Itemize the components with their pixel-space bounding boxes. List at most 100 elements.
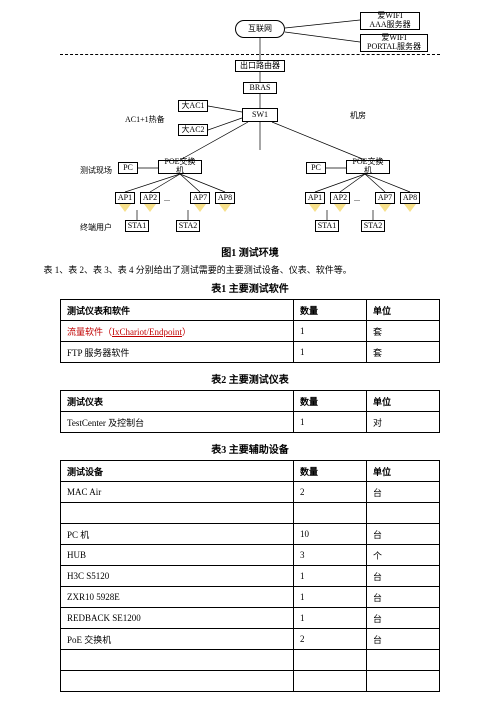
cell-name bbox=[61, 671, 294, 692]
node-bras: BRAS bbox=[243, 82, 277, 94]
node-ap8-r: AP8 bbox=[400, 192, 420, 204]
sw-name-prefix: 流量软件（ bbox=[67, 327, 112, 337]
table-row: PC 机10台 bbox=[61, 524, 440, 545]
ap-fan-icon bbox=[309, 204, 321, 212]
cell-name: REDBACK SE1200 bbox=[61, 608, 294, 629]
col-qty: 数量 bbox=[294, 461, 367, 482]
cell-unit: 套 bbox=[367, 321, 440, 342]
table-header-row: 测试设备 数量 单位 bbox=[61, 461, 440, 482]
node-sta2-r: STA2 bbox=[361, 220, 385, 232]
ap-fan-icon bbox=[404, 204, 416, 212]
node-ap8-l: AP8 bbox=[215, 192, 235, 204]
col-name: 测试设备 bbox=[61, 461, 294, 482]
cell-qty: 1 bbox=[294, 412, 367, 433]
label-ap-ell-r: ... bbox=[354, 194, 360, 203]
cell-qty bbox=[294, 671, 367, 692]
table-row: 流量软件（IxChariot/Endpoint） 1 套 bbox=[61, 321, 440, 342]
cell-qty bbox=[294, 503, 367, 524]
cell-qty: 1 bbox=[294, 321, 367, 342]
table-row bbox=[61, 503, 440, 524]
table3: 测试设备 数量 单位 MAC Air2台PC 机10台HUB3个H3C S512… bbox=[60, 460, 440, 692]
table1-title: 表1 主要测试软件 bbox=[30, 280, 470, 295]
col-unit: 单位 bbox=[367, 461, 440, 482]
cell-unit: 台 bbox=[367, 524, 440, 545]
node-ac2: 大AC2 bbox=[178, 124, 208, 136]
separator-dashed bbox=[60, 54, 440, 55]
label-ac-backup: AC1+1热备 bbox=[125, 114, 165, 125]
table3-title: 表3 主要辅助设备 bbox=[30, 441, 470, 456]
table-row: HUB3个 bbox=[61, 545, 440, 566]
table2-title: 表2 主要测试仪表 bbox=[30, 371, 470, 386]
table-row: MAC Air2台 bbox=[61, 482, 440, 503]
cell-qty: 10 bbox=[294, 524, 367, 545]
node-aaa-server: 爱WIFI AAA服务器 bbox=[360, 12, 420, 30]
table-header-row: 测试仪表和软件 数量 单位 bbox=[61, 300, 440, 321]
cell-qty: 1 bbox=[294, 566, 367, 587]
sw-name-suffix: ） bbox=[182, 327, 191, 337]
node-export-router: 出口路由器 bbox=[235, 60, 285, 72]
label-terminal-user: 终端用户 bbox=[80, 222, 112, 233]
node-ap7-l: AP7 bbox=[190, 192, 210, 204]
cell-qty: 3 bbox=[294, 545, 367, 566]
table1: 测试仪表和软件 数量 单位 流量软件（IxChariot/Endpoint） 1… bbox=[60, 299, 440, 363]
cell-unit bbox=[367, 671, 440, 692]
cell-unit: 对 bbox=[367, 412, 440, 433]
network-diagram: 互联网 爱WIFI AAA服务器 爱WIFI PORTAL服务器 出口路由器 B… bbox=[30, 10, 470, 240]
cell-name: PC 机 bbox=[61, 524, 294, 545]
col-qty: 数量 bbox=[294, 300, 367, 321]
cell-unit: 台 bbox=[367, 482, 440, 503]
node-sta2-l: STA2 bbox=[176, 220, 200, 232]
label-ap-ell-l: ... bbox=[164, 194, 170, 203]
ap-fan-icon bbox=[379, 204, 391, 212]
ap-fan-icon bbox=[334, 204, 346, 212]
cell-qty: 1 bbox=[294, 608, 367, 629]
cell-name: FTP 服务器软件 bbox=[61, 342, 294, 363]
table-row: FTP 服务器软件 1 套 bbox=[61, 342, 440, 363]
col-name: 测试仪表和软件 bbox=[61, 300, 294, 321]
figure-caption: 图1 测试环境 bbox=[30, 244, 470, 259]
node-ac1: 大AC1 bbox=[178, 100, 208, 112]
cell-name bbox=[61, 503, 294, 524]
cell-name: PoE 交换机 bbox=[61, 629, 294, 650]
node-ap1-l: AP1 bbox=[115, 192, 135, 204]
cell-unit: 套 bbox=[367, 342, 440, 363]
col-unit: 单位 bbox=[367, 300, 440, 321]
cell-name: H3C S5120 bbox=[61, 566, 294, 587]
node-pc-right: PC bbox=[306, 162, 326, 174]
cell-name: ZXR10 5928E bbox=[61, 587, 294, 608]
col-name: 测试仪表 bbox=[61, 391, 294, 412]
table-row: PoE 交换机2台 bbox=[61, 629, 440, 650]
node-sta1-l: STA1 bbox=[125, 220, 149, 232]
cell-unit: 台 bbox=[367, 566, 440, 587]
sw-name-link[interactable]: IxChariot/Endpoint bbox=[112, 327, 182, 337]
cell-unit: 台 bbox=[367, 587, 440, 608]
table-header-row: 测试仪表 数量 单位 bbox=[61, 391, 440, 412]
col-qty: 数量 bbox=[294, 391, 367, 412]
label-machine-room: 机房 bbox=[350, 110, 366, 121]
table-row: H3C S51201台 bbox=[61, 566, 440, 587]
col-unit: 单位 bbox=[367, 391, 440, 412]
node-ap2-l: AP2 bbox=[140, 192, 160, 204]
cell-unit: 台 bbox=[367, 629, 440, 650]
table-row bbox=[61, 650, 440, 671]
cell-name: MAC Air bbox=[61, 482, 294, 503]
cell-name: TestCenter 及控制台 bbox=[61, 412, 294, 433]
node-ap7-r: AP7 bbox=[375, 192, 395, 204]
node-pc-left: PC bbox=[118, 162, 138, 174]
table-row: REDBACK SE12001台 bbox=[61, 608, 440, 629]
cell-unit bbox=[367, 650, 440, 671]
cell-qty: 1 bbox=[294, 342, 367, 363]
node-sta1-r: STA1 bbox=[315, 220, 339, 232]
table-row: ZXR10 5928E1台 bbox=[61, 587, 440, 608]
node-poe-right: POE交换机 bbox=[346, 160, 390, 174]
node-sw1: SW1 bbox=[242, 108, 278, 122]
table-row: TestCenter 及控制台 1 对 bbox=[61, 412, 440, 433]
cell-qty: 2 bbox=[294, 629, 367, 650]
ap-fan-icon bbox=[119, 204, 131, 212]
node-internet: 互联网 bbox=[235, 20, 285, 38]
ap-fan-icon bbox=[194, 204, 206, 212]
cell-unit bbox=[367, 503, 440, 524]
cell-name: 流量软件（IxChariot/Endpoint） bbox=[61, 321, 294, 342]
cell-qty: 1 bbox=[294, 587, 367, 608]
table-row bbox=[61, 671, 440, 692]
